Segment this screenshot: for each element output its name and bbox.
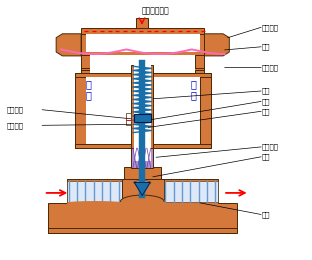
Bar <box>126 113 131 125</box>
Polygon shape <box>204 34 229 56</box>
Bar <box>131 65 153 161</box>
Text: 膜室下腔: 膜室下腔 <box>262 64 279 71</box>
Text: 阀
门: 阀 门 <box>191 79 196 101</box>
Bar <box>134 114 151 122</box>
Text: 弹簧: 弹簧 <box>262 88 271 94</box>
Bar <box>134 65 151 161</box>
Polygon shape <box>134 183 150 196</box>
Text: 密封填料: 密封填料 <box>262 144 279 150</box>
Polygon shape <box>48 179 237 233</box>
Bar <box>136 18 148 28</box>
Bar <box>86 34 200 52</box>
Text: 阀座: 阀座 <box>262 211 271 218</box>
Bar <box>81 70 90 83</box>
Text: 多
仪: 多 仪 <box>86 79 92 101</box>
Bar <box>139 60 145 198</box>
Bar <box>195 55 204 70</box>
Bar <box>81 55 90 70</box>
Bar <box>75 144 211 148</box>
Bar <box>124 167 161 179</box>
Bar <box>75 73 86 148</box>
Bar <box>75 73 211 77</box>
Bar <box>122 179 164 203</box>
Bar <box>131 148 153 168</box>
Text: 行程刻度: 行程刻度 <box>6 122 23 129</box>
Text: 推杆: 推杆 <box>262 98 271 105</box>
Bar <box>164 181 218 202</box>
Bar <box>195 70 204 83</box>
Text: 压力信号入口: 压力信号入口 <box>142 6 170 15</box>
Bar <box>86 77 200 144</box>
Bar <box>81 34 204 56</box>
Bar <box>67 181 122 202</box>
Text: 膜室上腔: 膜室上腔 <box>262 24 279 31</box>
Text: 行程指针: 行程指针 <box>6 106 23 113</box>
Polygon shape <box>56 34 81 56</box>
Ellipse shape <box>134 181 151 184</box>
Bar <box>200 73 211 148</box>
Bar <box>81 28 204 34</box>
Bar <box>81 68 204 73</box>
Bar <box>90 55 195 73</box>
Text: 阀芯: 阀芯 <box>262 153 271 160</box>
Bar <box>48 228 237 233</box>
Text: 阀杆: 阀杆 <box>262 108 271 115</box>
Text: 膜片: 膜片 <box>262 43 271 50</box>
